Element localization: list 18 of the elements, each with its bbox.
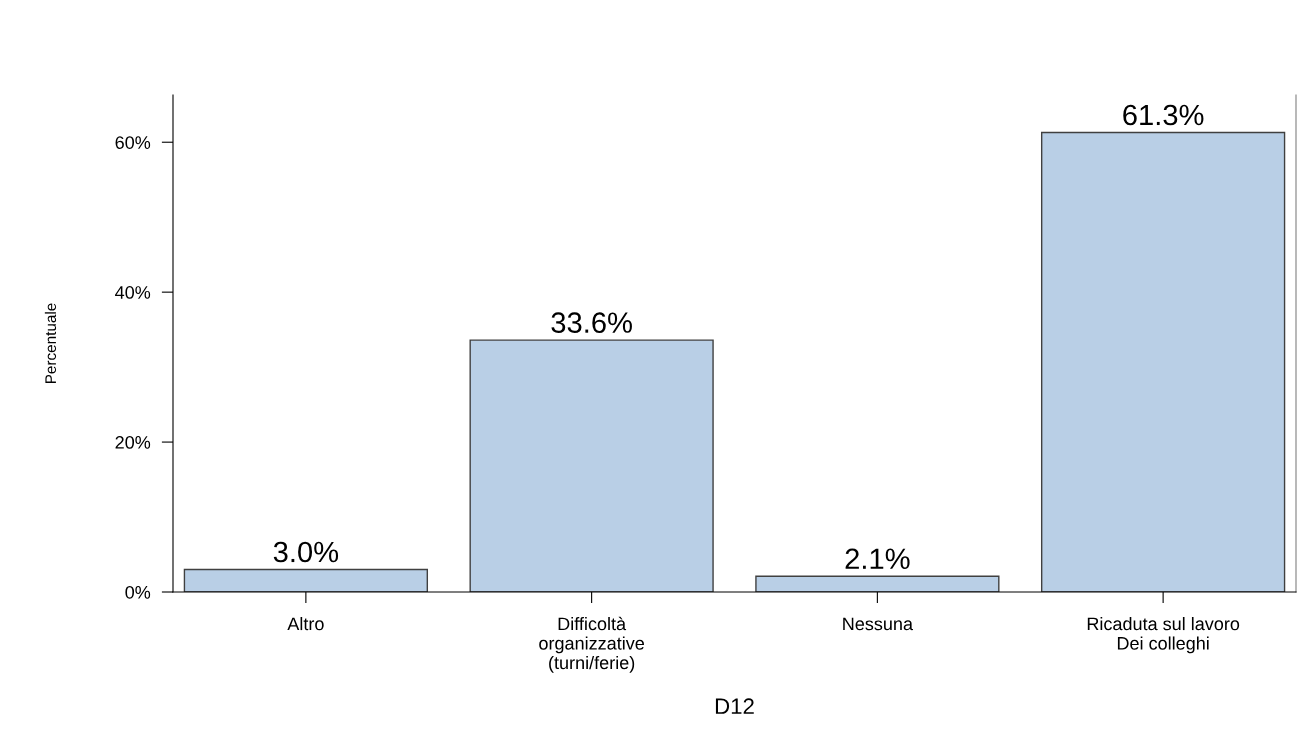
x-tick-label: Altro xyxy=(287,617,324,631)
y-axis-title: Percentuale xyxy=(44,303,57,384)
data-label: 33.6% xyxy=(551,312,632,333)
bar xyxy=(469,339,714,592)
x-tick-label: Ricaduta sul lavoro Dei colleghi xyxy=(1087,617,1240,654)
bar xyxy=(755,575,1000,592)
y-tick-label: 40% xyxy=(115,286,151,299)
y-tick-label: 0% xyxy=(125,585,151,599)
y-tick-label: 60% xyxy=(115,136,151,149)
x-tick-label: Nessuna xyxy=(843,617,914,631)
bar xyxy=(1040,131,1286,592)
x-tick-label: Difficoltà organizzative (turni/ferie) xyxy=(539,616,645,673)
data-label: 3.0% xyxy=(273,541,339,563)
bar xyxy=(183,568,429,592)
y-tick-label: 20% xyxy=(115,436,151,449)
x-axis-title: D12 xyxy=(715,698,754,714)
data-label: 61.3% xyxy=(1123,104,1204,126)
data-label: 2.1% xyxy=(845,548,910,569)
